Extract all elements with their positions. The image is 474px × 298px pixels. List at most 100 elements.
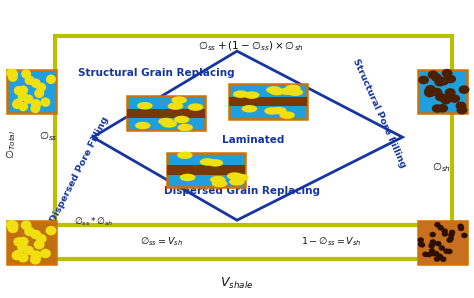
Ellipse shape [440, 256, 447, 262]
Ellipse shape [30, 230, 41, 239]
Ellipse shape [180, 174, 195, 181]
Ellipse shape [31, 100, 41, 110]
Ellipse shape [457, 224, 464, 229]
Text: $1 - \varnothing_{ss} = V_{sh}$: $1 - \varnothing_{ss} = V_{sh}$ [301, 235, 362, 248]
Ellipse shape [34, 89, 44, 98]
Ellipse shape [30, 250, 41, 260]
Ellipse shape [17, 243, 28, 252]
Ellipse shape [8, 224, 18, 233]
Ellipse shape [34, 240, 45, 249]
Ellipse shape [419, 242, 425, 248]
Text: Structural Grain Replacing: Structural Grain Replacing [78, 68, 235, 78]
Text: $\varnothing_{ss}$: $\varnothing_{ss}$ [39, 129, 58, 142]
Ellipse shape [432, 104, 443, 113]
Ellipse shape [229, 178, 245, 186]
Ellipse shape [212, 180, 228, 187]
Ellipse shape [437, 104, 448, 113]
Ellipse shape [266, 86, 282, 94]
Ellipse shape [434, 256, 440, 262]
Ellipse shape [427, 87, 438, 95]
Ellipse shape [418, 76, 429, 84]
Bar [229, 97, 307, 106]
Text: $\varnothing_{sh}$: $\varnothing_{sh}$ [432, 160, 451, 174]
Ellipse shape [447, 237, 453, 243]
Ellipse shape [288, 89, 303, 96]
Ellipse shape [137, 102, 153, 109]
Ellipse shape [40, 249, 51, 258]
Ellipse shape [430, 251, 437, 257]
Ellipse shape [30, 104, 40, 113]
Ellipse shape [418, 237, 424, 243]
Ellipse shape [422, 252, 428, 257]
Ellipse shape [177, 124, 193, 131]
Ellipse shape [18, 102, 28, 111]
Ellipse shape [168, 102, 183, 110]
Ellipse shape [461, 233, 468, 238]
Ellipse shape [438, 225, 444, 231]
Ellipse shape [425, 85, 436, 94]
Ellipse shape [434, 222, 441, 227]
Ellipse shape [21, 69, 31, 79]
Ellipse shape [13, 250, 24, 259]
Ellipse shape [18, 237, 28, 246]
Text: $\varnothing_{Total}$: $\varnothing_{Total}$ [4, 130, 18, 159]
Ellipse shape [429, 232, 436, 238]
Ellipse shape [435, 93, 446, 101]
Ellipse shape [12, 100, 22, 109]
Ellipse shape [431, 88, 442, 96]
Text: Dispersed Grain Replacing: Dispersed Grain Replacing [164, 186, 320, 195]
Ellipse shape [434, 78, 445, 86]
Ellipse shape [445, 75, 456, 83]
Ellipse shape [449, 94, 460, 103]
Ellipse shape [18, 253, 28, 263]
Ellipse shape [430, 239, 436, 245]
Ellipse shape [429, 248, 435, 254]
FancyBboxPatch shape [418, 221, 467, 264]
Ellipse shape [11, 251, 22, 260]
Ellipse shape [227, 172, 242, 180]
Ellipse shape [161, 120, 177, 128]
Ellipse shape [14, 86, 24, 95]
Ellipse shape [424, 89, 435, 97]
Text: Structural Pore Filling: Structural Pore Filling [351, 58, 407, 169]
Text: $\varnothing_{ss} * \varnothing_{sh}$: $\varnothing_{ss} * \varnothing_{sh}$ [74, 215, 113, 228]
Ellipse shape [440, 96, 451, 104]
Ellipse shape [438, 77, 449, 86]
Ellipse shape [233, 90, 248, 98]
Ellipse shape [456, 102, 466, 110]
Ellipse shape [233, 174, 249, 181]
Ellipse shape [269, 88, 285, 95]
Text: $\varnothing_{ss} = V_{sh}$: $\varnothing_{ss} = V_{sh}$ [140, 235, 183, 248]
Ellipse shape [428, 243, 435, 249]
Ellipse shape [447, 236, 454, 242]
Ellipse shape [18, 86, 28, 95]
Ellipse shape [46, 226, 56, 235]
Ellipse shape [429, 241, 436, 247]
Ellipse shape [210, 176, 226, 183]
Ellipse shape [449, 230, 456, 235]
Ellipse shape [13, 99, 23, 108]
FancyBboxPatch shape [127, 96, 205, 131]
Ellipse shape [208, 159, 223, 167]
Ellipse shape [158, 118, 174, 125]
Ellipse shape [244, 91, 259, 99]
Ellipse shape [8, 69, 18, 79]
FancyBboxPatch shape [7, 221, 56, 264]
Ellipse shape [458, 226, 464, 231]
Ellipse shape [279, 111, 295, 119]
Ellipse shape [418, 241, 424, 247]
Ellipse shape [280, 88, 295, 95]
Ellipse shape [31, 252, 42, 261]
Ellipse shape [6, 69, 16, 78]
Ellipse shape [438, 245, 445, 251]
Text: Dispersed Pore Filling: Dispersed Pore Filling [49, 115, 111, 224]
Ellipse shape [437, 254, 443, 259]
Ellipse shape [426, 252, 432, 257]
Ellipse shape [24, 94, 34, 104]
FancyBboxPatch shape [229, 85, 307, 119]
Ellipse shape [174, 116, 190, 123]
Ellipse shape [458, 85, 470, 94]
Ellipse shape [6, 220, 17, 229]
Ellipse shape [36, 83, 46, 92]
Text: $\varnothing_{ss} + (1 - \varnothing_{ss}) \times \varnothing_{sh}$: $\varnothing_{ss} + (1 - \varnothing_{ss… [198, 40, 304, 53]
